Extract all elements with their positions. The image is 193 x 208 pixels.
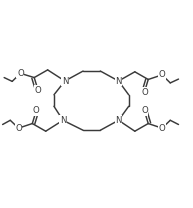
Text: O: O [35, 86, 41, 95]
Text: N: N [62, 77, 68, 85]
Text: N: N [60, 116, 66, 125]
Text: O: O [17, 69, 24, 78]
Text: O: O [33, 106, 40, 115]
Text: N: N [115, 116, 122, 125]
Text: O: O [141, 106, 148, 115]
Text: O: O [159, 70, 165, 79]
Text: N: N [115, 77, 122, 85]
Text: O: O [159, 124, 165, 133]
Text: O: O [141, 88, 148, 97]
Text: O: O [15, 124, 22, 133]
